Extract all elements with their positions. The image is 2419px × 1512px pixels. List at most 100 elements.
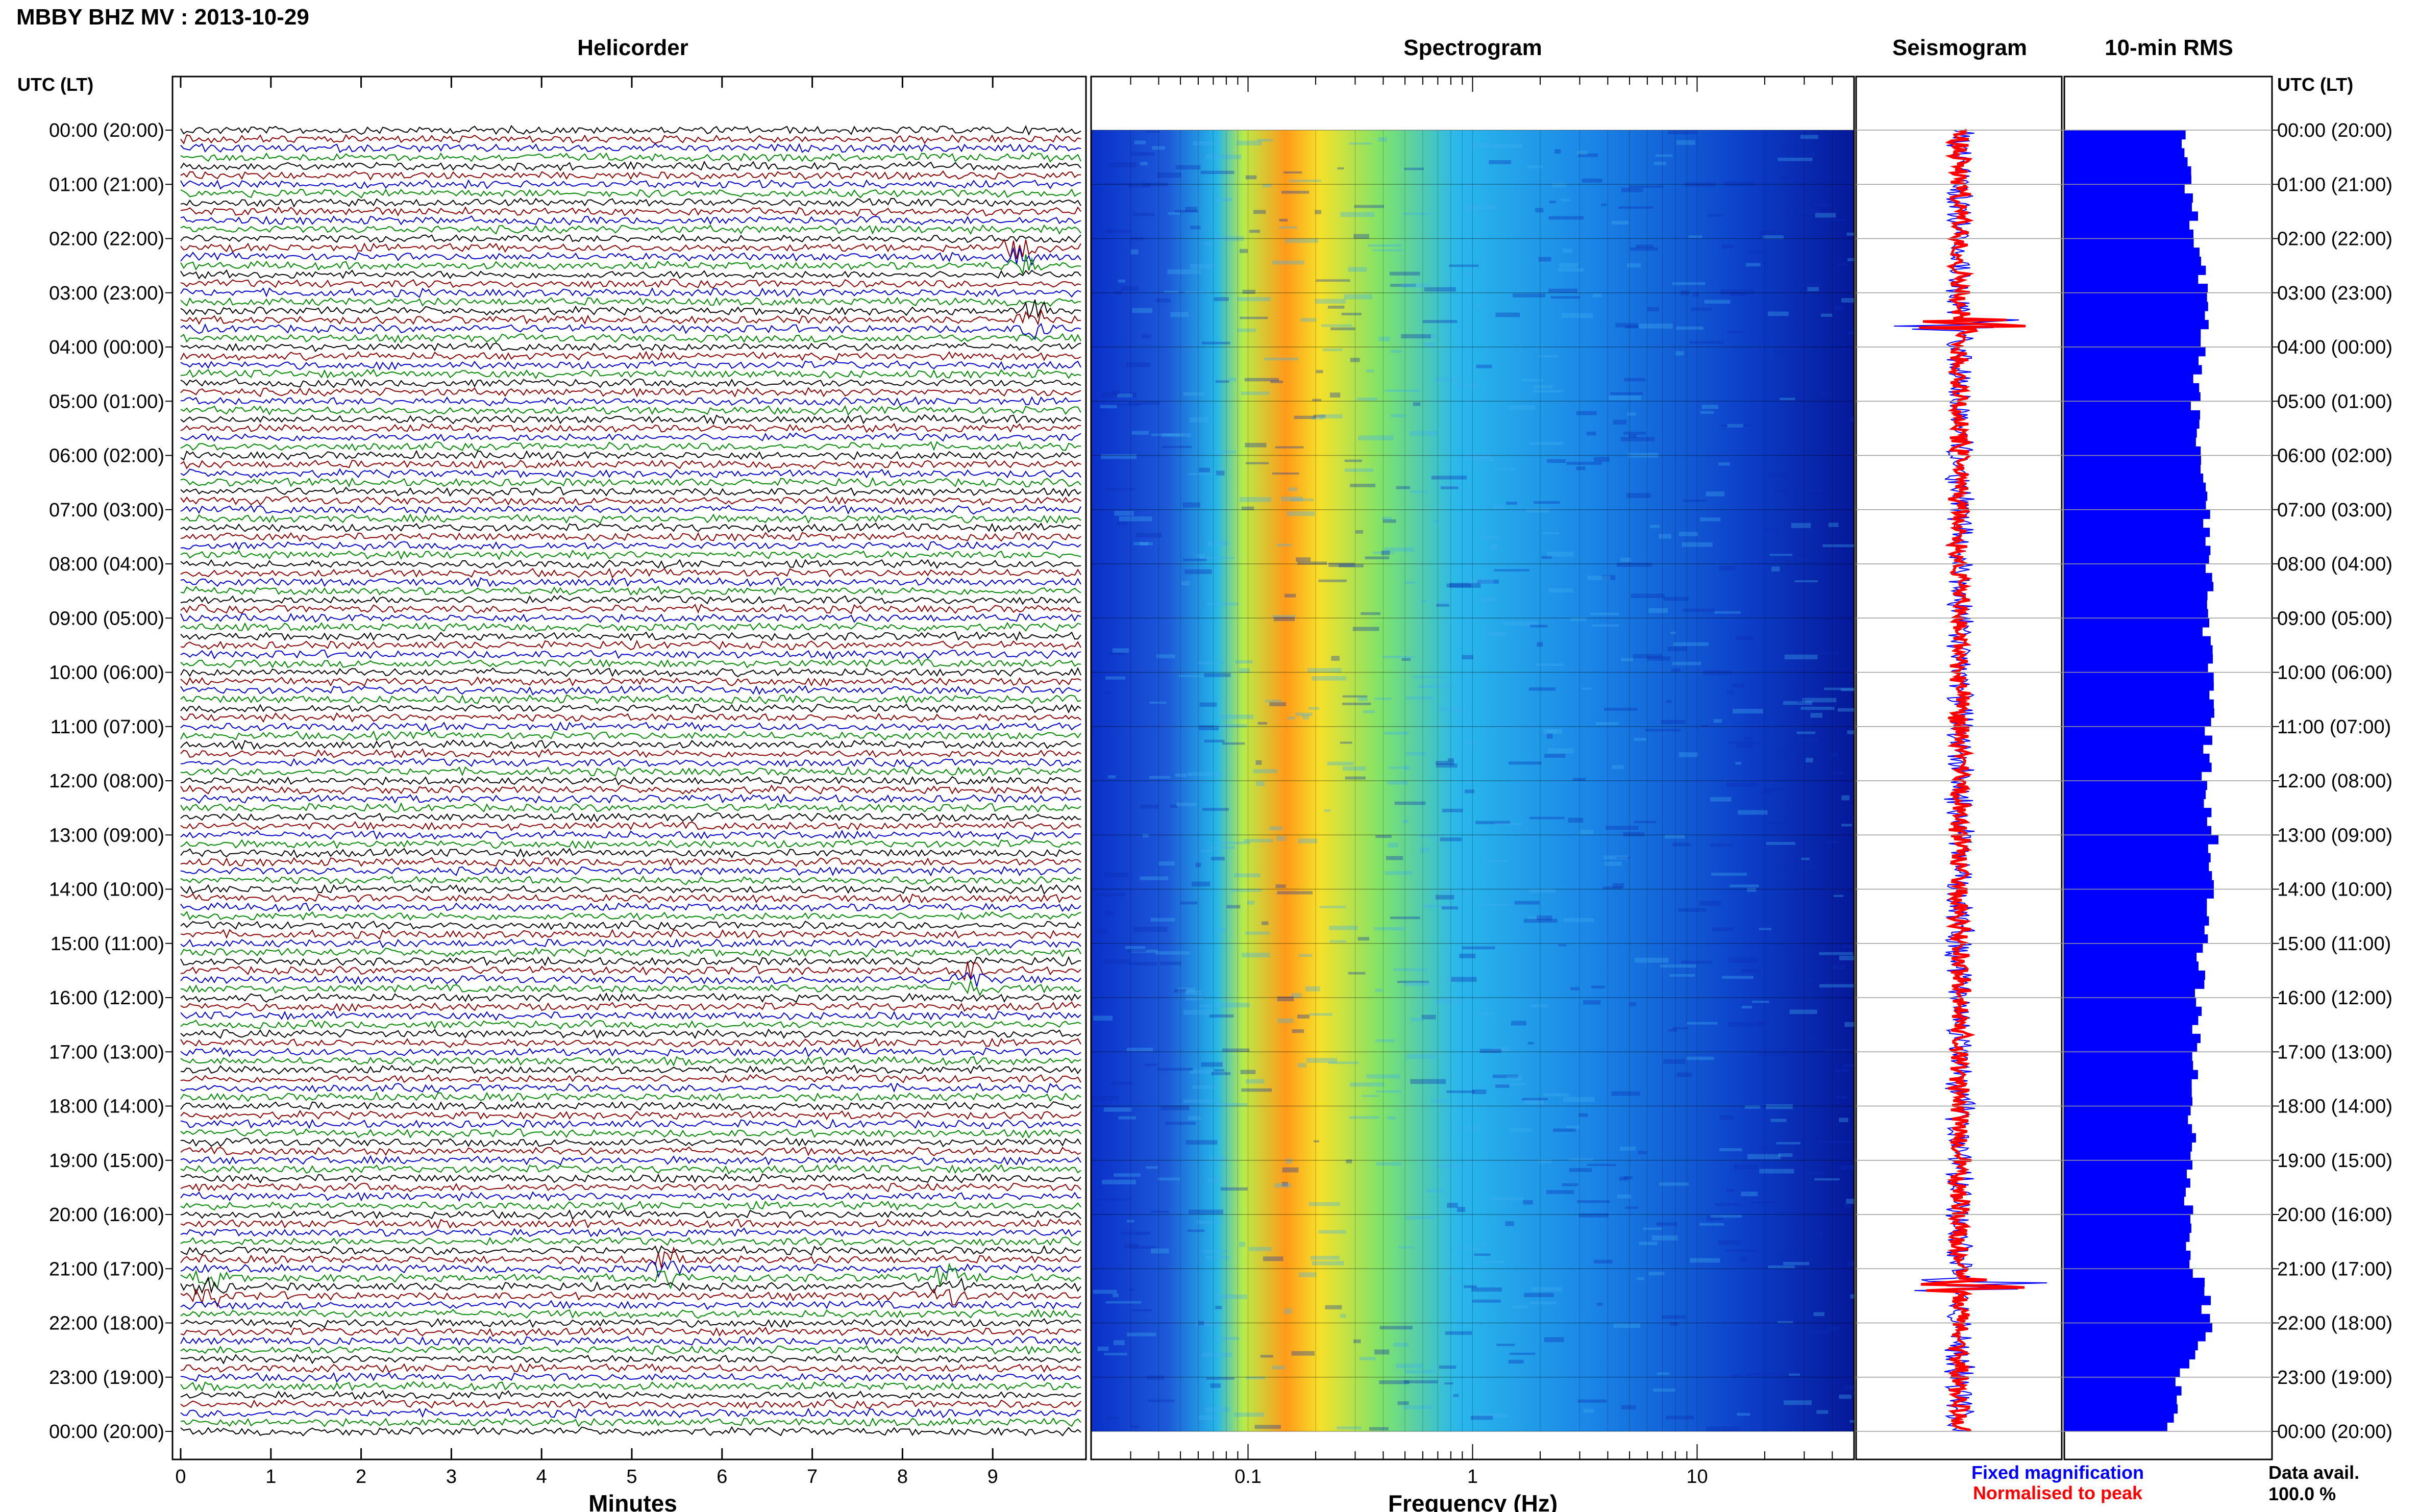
spectrogram-texture [1353, 234, 1369, 239]
helicorder-trace [180, 550, 1081, 560]
rms-bar [2064, 762, 2212, 772]
spectrogram-texture [1701, 405, 1718, 409]
spectrogram-texture [1623, 1176, 1633, 1179]
spectrogram-texture [1546, 730, 1558, 733]
helicorder-trace [180, 612, 1081, 623]
spectrogram-texture [1549, 201, 1556, 204]
helicorder-trace [180, 532, 1081, 542]
spectrogram-texture [1167, 269, 1201, 275]
spectrogram-texture [1601, 203, 1607, 206]
rms-bar [2064, 907, 2207, 917]
spectrogram-texture [1736, 744, 1753, 749]
spectrogram-texture [1241, 952, 1270, 958]
spectrogram-texture [1387, 1116, 1396, 1120]
spectrogram-texture [1126, 362, 1150, 367]
spectrogram-texture [1750, 1201, 1775, 1204]
spectrogram-texture [1215, 380, 1229, 383]
spectrogram-texture [1592, 293, 1602, 298]
spectrogram-texture [1273, 616, 1295, 622]
spectrogram-texture [1104, 872, 1129, 878]
spectrogram-texture [1842, 945, 1852, 948]
spectrogram-texture [1245, 931, 1270, 935]
rms-bar [2064, 1015, 2199, 1025]
spectrogram-texture [1420, 848, 1429, 853]
spectrogram-texture [1203, 1250, 1227, 1253]
helicorder-trace [180, 875, 1081, 885]
hour-label-right: 02:00 (22:00) [2277, 229, 2392, 250]
hour-label-right: 10:00 (06:00) [2277, 662, 2392, 684]
spectrogram-texture [1718, 1240, 1741, 1246]
spectrogram-texture [1801, 698, 1837, 703]
spectrogram-texture [1768, 472, 1794, 478]
spectrogram-texture [1162, 445, 1192, 449]
spectrogram-texture [1305, 986, 1321, 992]
spectrogram-texture [1676, 1072, 1692, 1077]
spectrogram-texture [1689, 341, 1724, 344]
spectrogram-texture [1631, 593, 1665, 598]
spectrogram-texture [1310, 1255, 1340, 1260]
spectrogram-texture [1805, 1330, 1829, 1334]
spectrogram-texture [1289, 180, 1322, 182]
spectrogram-texture [1245, 442, 1267, 448]
helicorder-trace [180, 152, 1081, 163]
spectrogram-texture [1821, 219, 1846, 222]
spectrogram-texture [1735, 762, 1742, 765]
spectrogram-texture [1726, 1188, 1735, 1193]
spectrogram-texture [1613, 419, 1627, 425]
spectrogram-texture [1447, 1203, 1458, 1208]
rms-bar [2064, 157, 2188, 167]
spectrogram-texture [1570, 987, 1579, 990]
hour-label-left: 10:00 (06:00) [49, 662, 164, 684]
spectrogram-texture [1784, 1400, 1812, 1405]
spectrogram-texture [1406, 752, 1427, 756]
spectrogram-texture [1118, 1116, 1136, 1120]
spectrogram-texture [1168, 212, 1180, 215]
spectrogram-texture [1648, 1272, 1665, 1276]
spectrogram-texture [1285, 1158, 1292, 1164]
rms-bar [2064, 193, 2193, 203]
spectrogram-texture [1446, 977, 1458, 982]
spectrogram-texture [1554, 149, 1561, 154]
spectrogram-texture [1281, 497, 1303, 502]
helicorder-trace [180, 1182, 1081, 1193]
spectrogram-texture [1620, 437, 1655, 441]
helicorder-trace [180, 1345, 1081, 1355]
spectrogram-texture [1678, 908, 1707, 912]
spectrogram-texture [1448, 1276, 1461, 1281]
spectrogram-texture [1118, 279, 1126, 283]
rms-bar [2064, 1277, 2205, 1287]
spectrogram-texture [1405, 581, 1416, 584]
spectrogram-texture [1285, 238, 1319, 243]
spectrogram-texture [1438, 484, 1462, 488]
spectrogram-texture [1778, 1153, 1793, 1157]
spectrogram-texture [1281, 190, 1310, 194]
spectrogram-texture [1523, 1100, 1544, 1105]
helicorder-trace [180, 929, 1081, 940]
spectrogram-texture [1220, 1187, 1248, 1191]
spectrogram-texture [1206, 1256, 1229, 1259]
helicorder-trace [180, 125, 1081, 136]
spectrogram-texture [1527, 1042, 1534, 1045]
rms-bar [2064, 284, 2208, 293]
spectrogram-texture [1423, 904, 1452, 908]
rms-bar [2064, 816, 2207, 827]
spectrogram-texture [1269, 702, 1286, 706]
spectrogram-texture [1523, 1200, 1533, 1205]
hour-label-left: 12:00 (08:00) [49, 771, 164, 792]
spectrogram-texture [1401, 283, 1431, 288]
spectrogram-texture [1441, 906, 1459, 910]
spectrogram-texture [1390, 284, 1416, 287]
spectrogram-texture [1463, 454, 1491, 458]
spectrogram-texture [1712, 927, 1734, 931]
spectrogram-texture [1110, 404, 1141, 406]
spectrogram-texture [1439, 1365, 1457, 1369]
spectrogram-texture [1276, 836, 1286, 841]
spectrogram-texture [1299, 1272, 1317, 1277]
spectrogram-texture [1365, 556, 1390, 559]
spectrogram-texture [1759, 928, 1771, 930]
spectrogram-texture [1375, 988, 1383, 992]
helicorder-trace [180, 541, 1081, 551]
helicorder-trace [180, 1288, 1081, 1308]
spectrogram-texture [1436, 604, 1449, 607]
spectrogram-texture [1421, 1014, 1436, 1020]
